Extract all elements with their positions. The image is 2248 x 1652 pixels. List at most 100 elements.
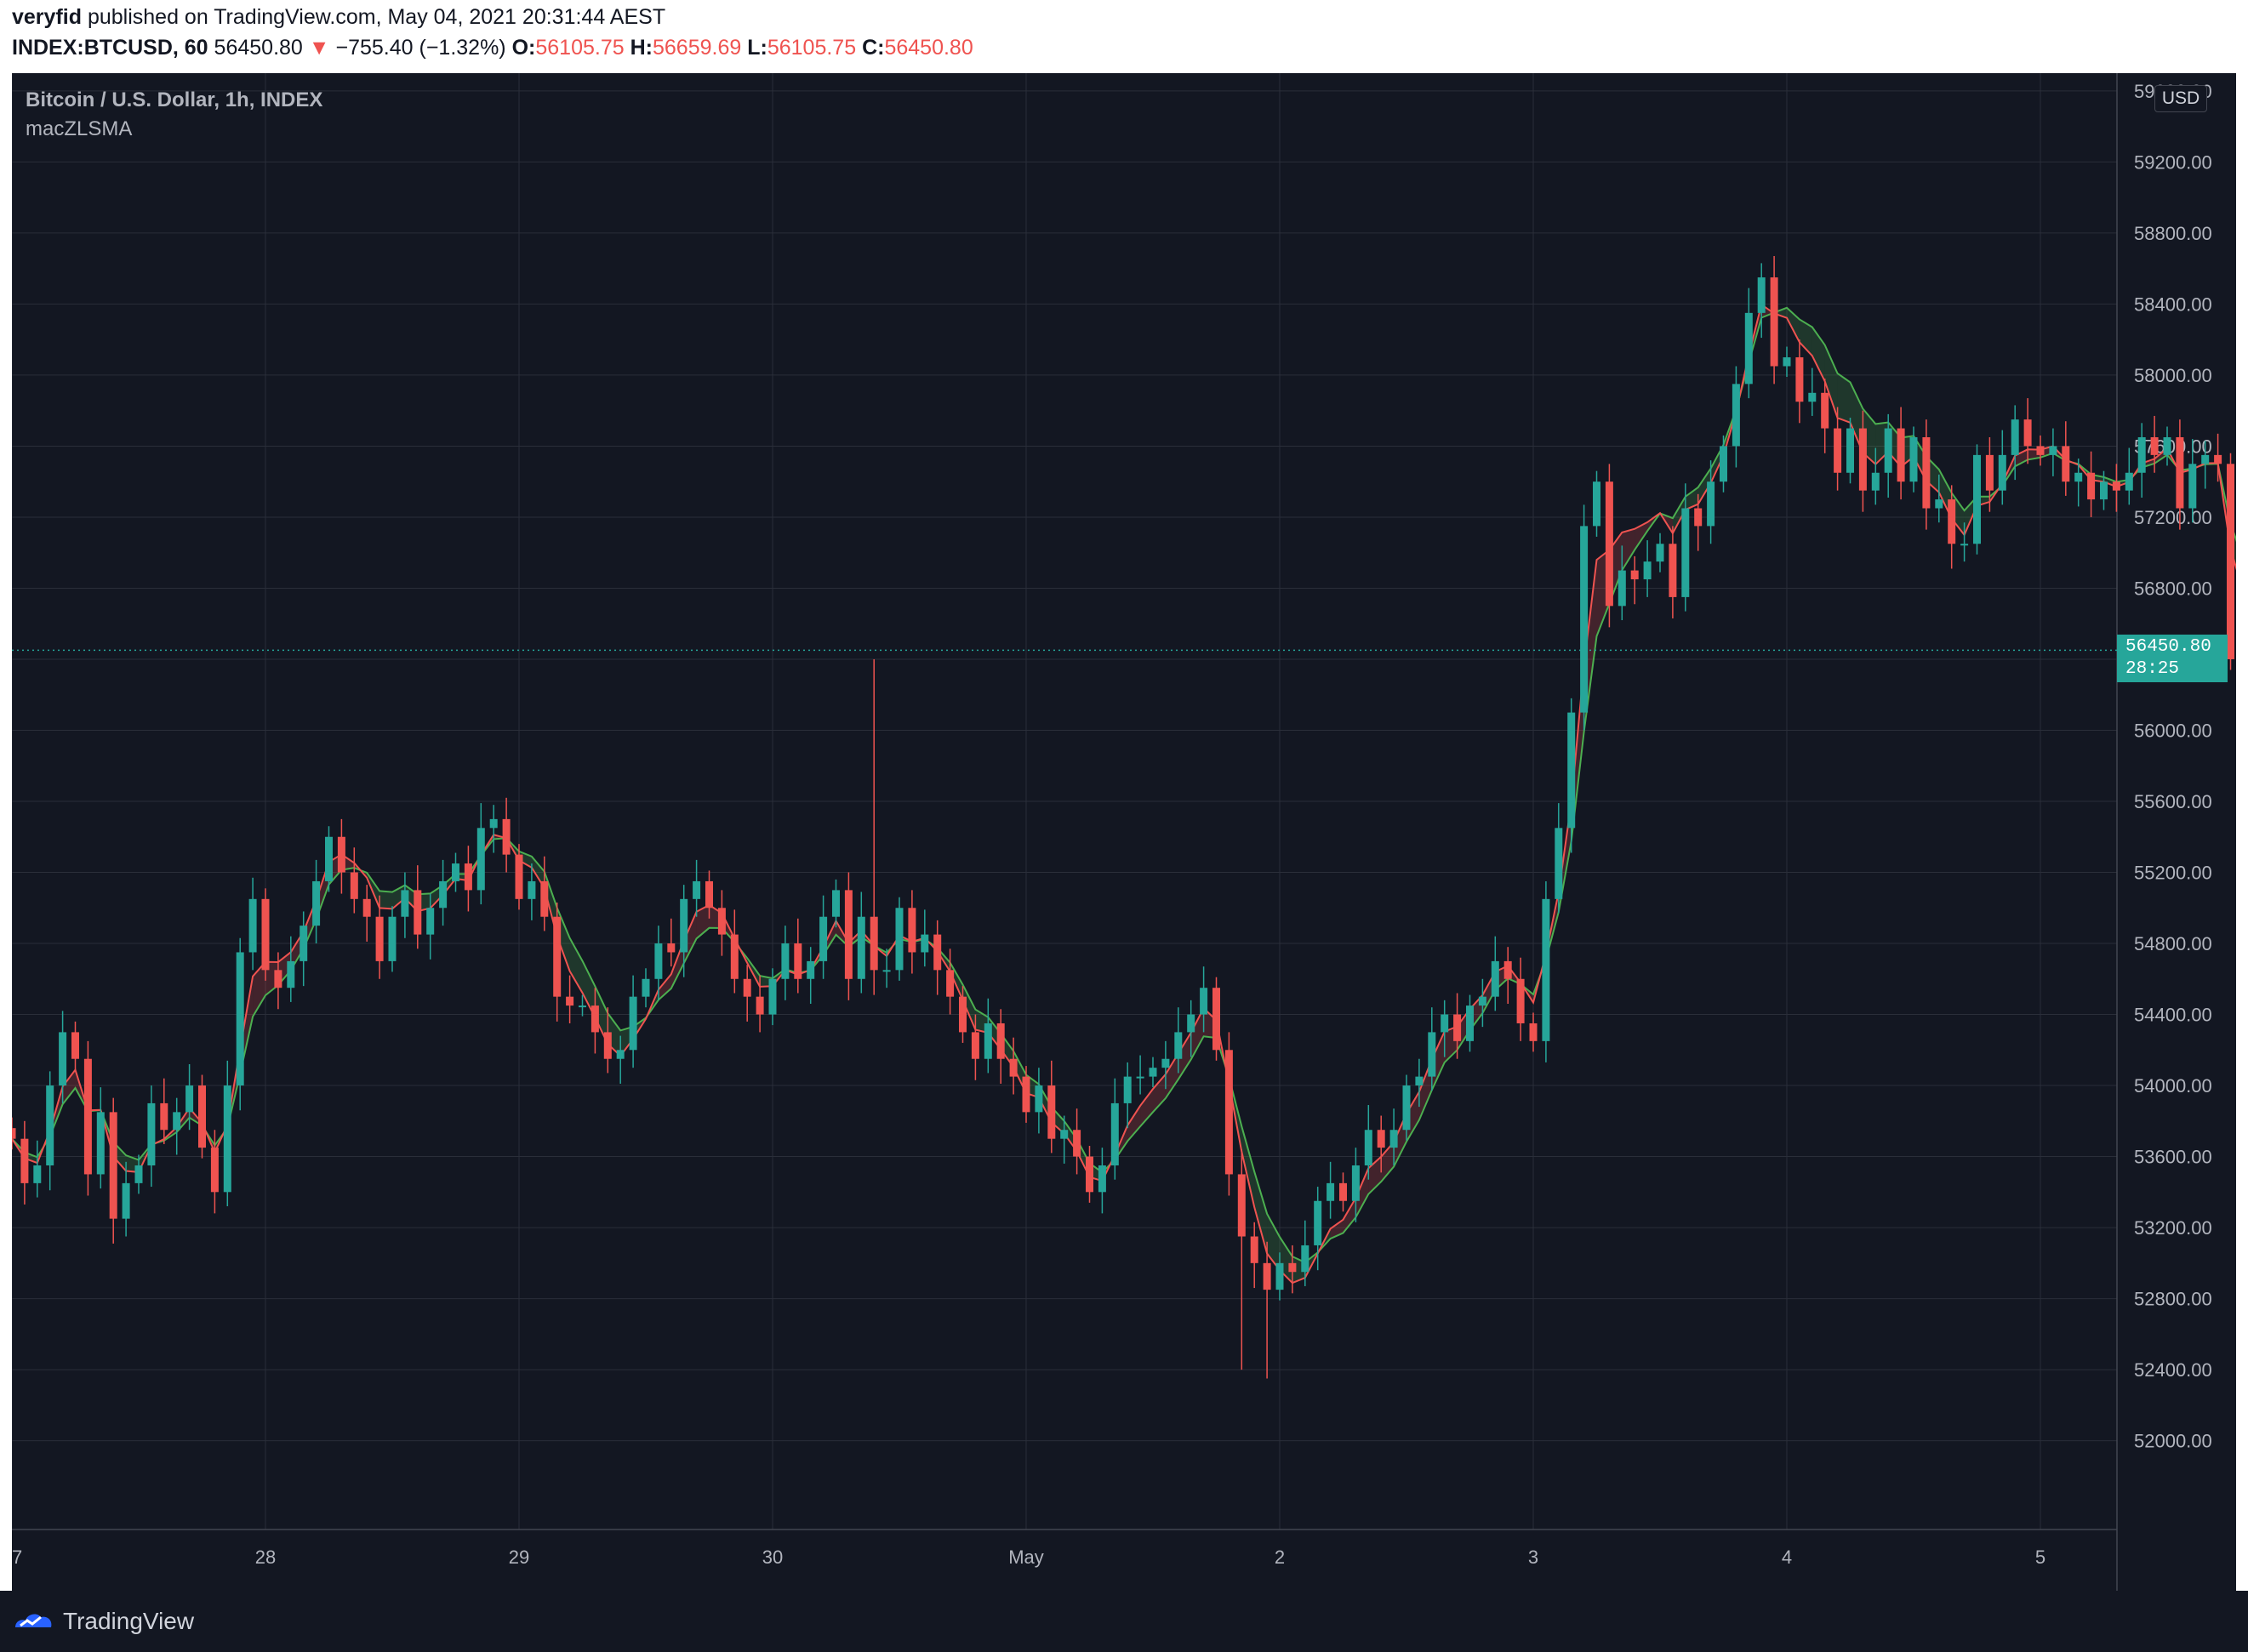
- y-tick-label: 53600.00: [2134, 1147, 2212, 1168]
- candle-body: [1212, 988, 1220, 1051]
- candle: [1402, 1074, 1411, 1141]
- candle: [1314, 1187, 1322, 1271]
- candle-body: [300, 926, 308, 961]
- high-value: 56659.69: [653, 36, 742, 60]
- candle: [71, 1021, 79, 1070]
- candle-body: [566, 996, 574, 1006]
- tradingview-logo-icon: [15, 1614, 52, 1627]
- candle-body: [2062, 446, 2070, 482]
- candle-body: [730, 934, 739, 979]
- currency-badge[interactable]: USD: [2154, 85, 2207, 112]
- candle: [2150, 415, 2159, 473]
- candle: [1073, 1108, 1081, 1175]
- candle: [1149, 1057, 1157, 1088]
- zlsma-fill: [595, 986, 608, 1045]
- candle-body: [1250, 1236, 1258, 1263]
- zlsma-fill: [1343, 1198, 1356, 1233]
- zlsma-fill: [569, 937, 583, 994]
- candle-body: [96, 1112, 105, 1175]
- candle-body: [2087, 472, 2096, 500]
- candle: [971, 1014, 979, 1080]
- candle: [566, 975, 574, 1023]
- candle: [1389, 1108, 1398, 1165]
- candles: [12, 256, 2234, 1379]
- candle-body: [1224, 1050, 1233, 1175]
- candle-body: [1795, 357, 1804, 402]
- candle: [248, 877, 257, 971]
- candle: [680, 885, 688, 977]
- candle: [1415, 1058, 1424, 1108]
- candle-body: [654, 943, 663, 979]
- chart-area[interactable]: 52000.00 52400.00 52800.00 53200.00 53600.00…: [12, 73, 2236, 1591]
- candle-body: [388, 916, 397, 961]
- candle: [261, 888, 270, 981]
- candle-body: [1707, 481, 1715, 527]
- change-down-icon: ▼: [308, 36, 330, 60]
- low-label: L:: [747, 36, 767, 60]
- candle: [2137, 423, 2146, 498]
- candle-body: [1110, 1102, 1119, 1165]
- candle: [844, 872, 853, 1000]
- zlsma-fill: [1127, 1105, 1141, 1142]
- candle-body: [1086, 1156, 1093, 1193]
- price-chart[interactable]: 52000.00 52400.00 52800.00 53200.00 53600.00…: [12, 73, 2236, 1591]
- zlsma-fill: [1837, 373, 1851, 423]
- candle: [667, 918, 676, 967]
- candle: [1161, 1040, 1170, 1090]
- last-price-tag-value: 56450.80: [2125, 637, 2211, 658]
- candle-body: [844, 890, 853, 979]
- candle-body: [1098, 1165, 1106, 1193]
- candle-body: [2150, 437, 2159, 455]
- candle-body: [1669, 544, 1677, 597]
- candle: [528, 863, 536, 920]
- candle: [693, 859, 701, 917]
- y-tick-label: 57600.00: [2134, 436, 2212, 457]
- candle: [1478, 978, 1486, 1028]
- candle: [1821, 379, 1829, 453]
- candle: [1795, 339, 1804, 424]
- candle: [96, 1087, 105, 1189]
- candle: [1884, 413, 1892, 498]
- candle: [984, 998, 992, 1074]
- candle: [1377, 1115, 1385, 1173]
- candle-body: [1466, 1005, 1474, 1041]
- candle-body: [2023, 419, 2032, 447]
- candle-body: [12, 1128, 16, 1139]
- candle: [1035, 1068, 1043, 1134]
- candle-body: [946, 970, 955, 997]
- candle: [933, 920, 942, 995]
- candle-body: [1047, 1085, 1056, 1139]
- candle-body: [452, 863, 459, 881]
- high-label: H:: [630, 36, 653, 60]
- candle: [83, 1040, 92, 1196]
- ohlc-line: INDEX:BTCUSD, 60 56450.80 ▼ −755.40 (−1.…: [12, 36, 973, 60]
- candle: [1060, 1115, 1069, 1164]
- candle: [1327, 1161, 1335, 1219]
- candle: [1643, 540, 1652, 597]
- candle: [1871, 447, 1880, 505]
- candle: [807, 947, 815, 1005]
- candle: [2100, 470, 2108, 510]
- y-tick-label: 59200.00: [2134, 151, 2212, 173]
- candle-body: [1555, 828, 1563, 899]
- candle-body: [616, 1050, 625, 1059]
- candle-body: [667, 943, 676, 953]
- candle-body: [705, 880, 713, 909]
- candle: [1516, 957, 1525, 1041]
- zlsma-fill: [62, 1069, 76, 1105]
- candle: [921, 909, 929, 967]
- zlsma-fill: [1153, 1074, 1166, 1113]
- indicator-legend[interactable]: macZLSMA: [26, 117, 133, 140]
- candle: [996, 1009, 1005, 1084]
- candle-body: [1060, 1130, 1069, 1139]
- candle: [401, 872, 409, 938]
- candle-body: [1415, 1076, 1424, 1086]
- candle: [1948, 485, 1956, 569]
- tradingview-logo[interactable]: TradingView: [12, 1608, 194, 1635]
- candle: [2227, 453, 2234, 670]
- candle-body: [857, 916, 865, 979]
- zlsma-fill: [1165, 1053, 1178, 1099]
- zlsma-fill: [1267, 1213, 1280, 1271]
- candle-body: [693, 880, 701, 899]
- candle-body: [832, 890, 840, 917]
